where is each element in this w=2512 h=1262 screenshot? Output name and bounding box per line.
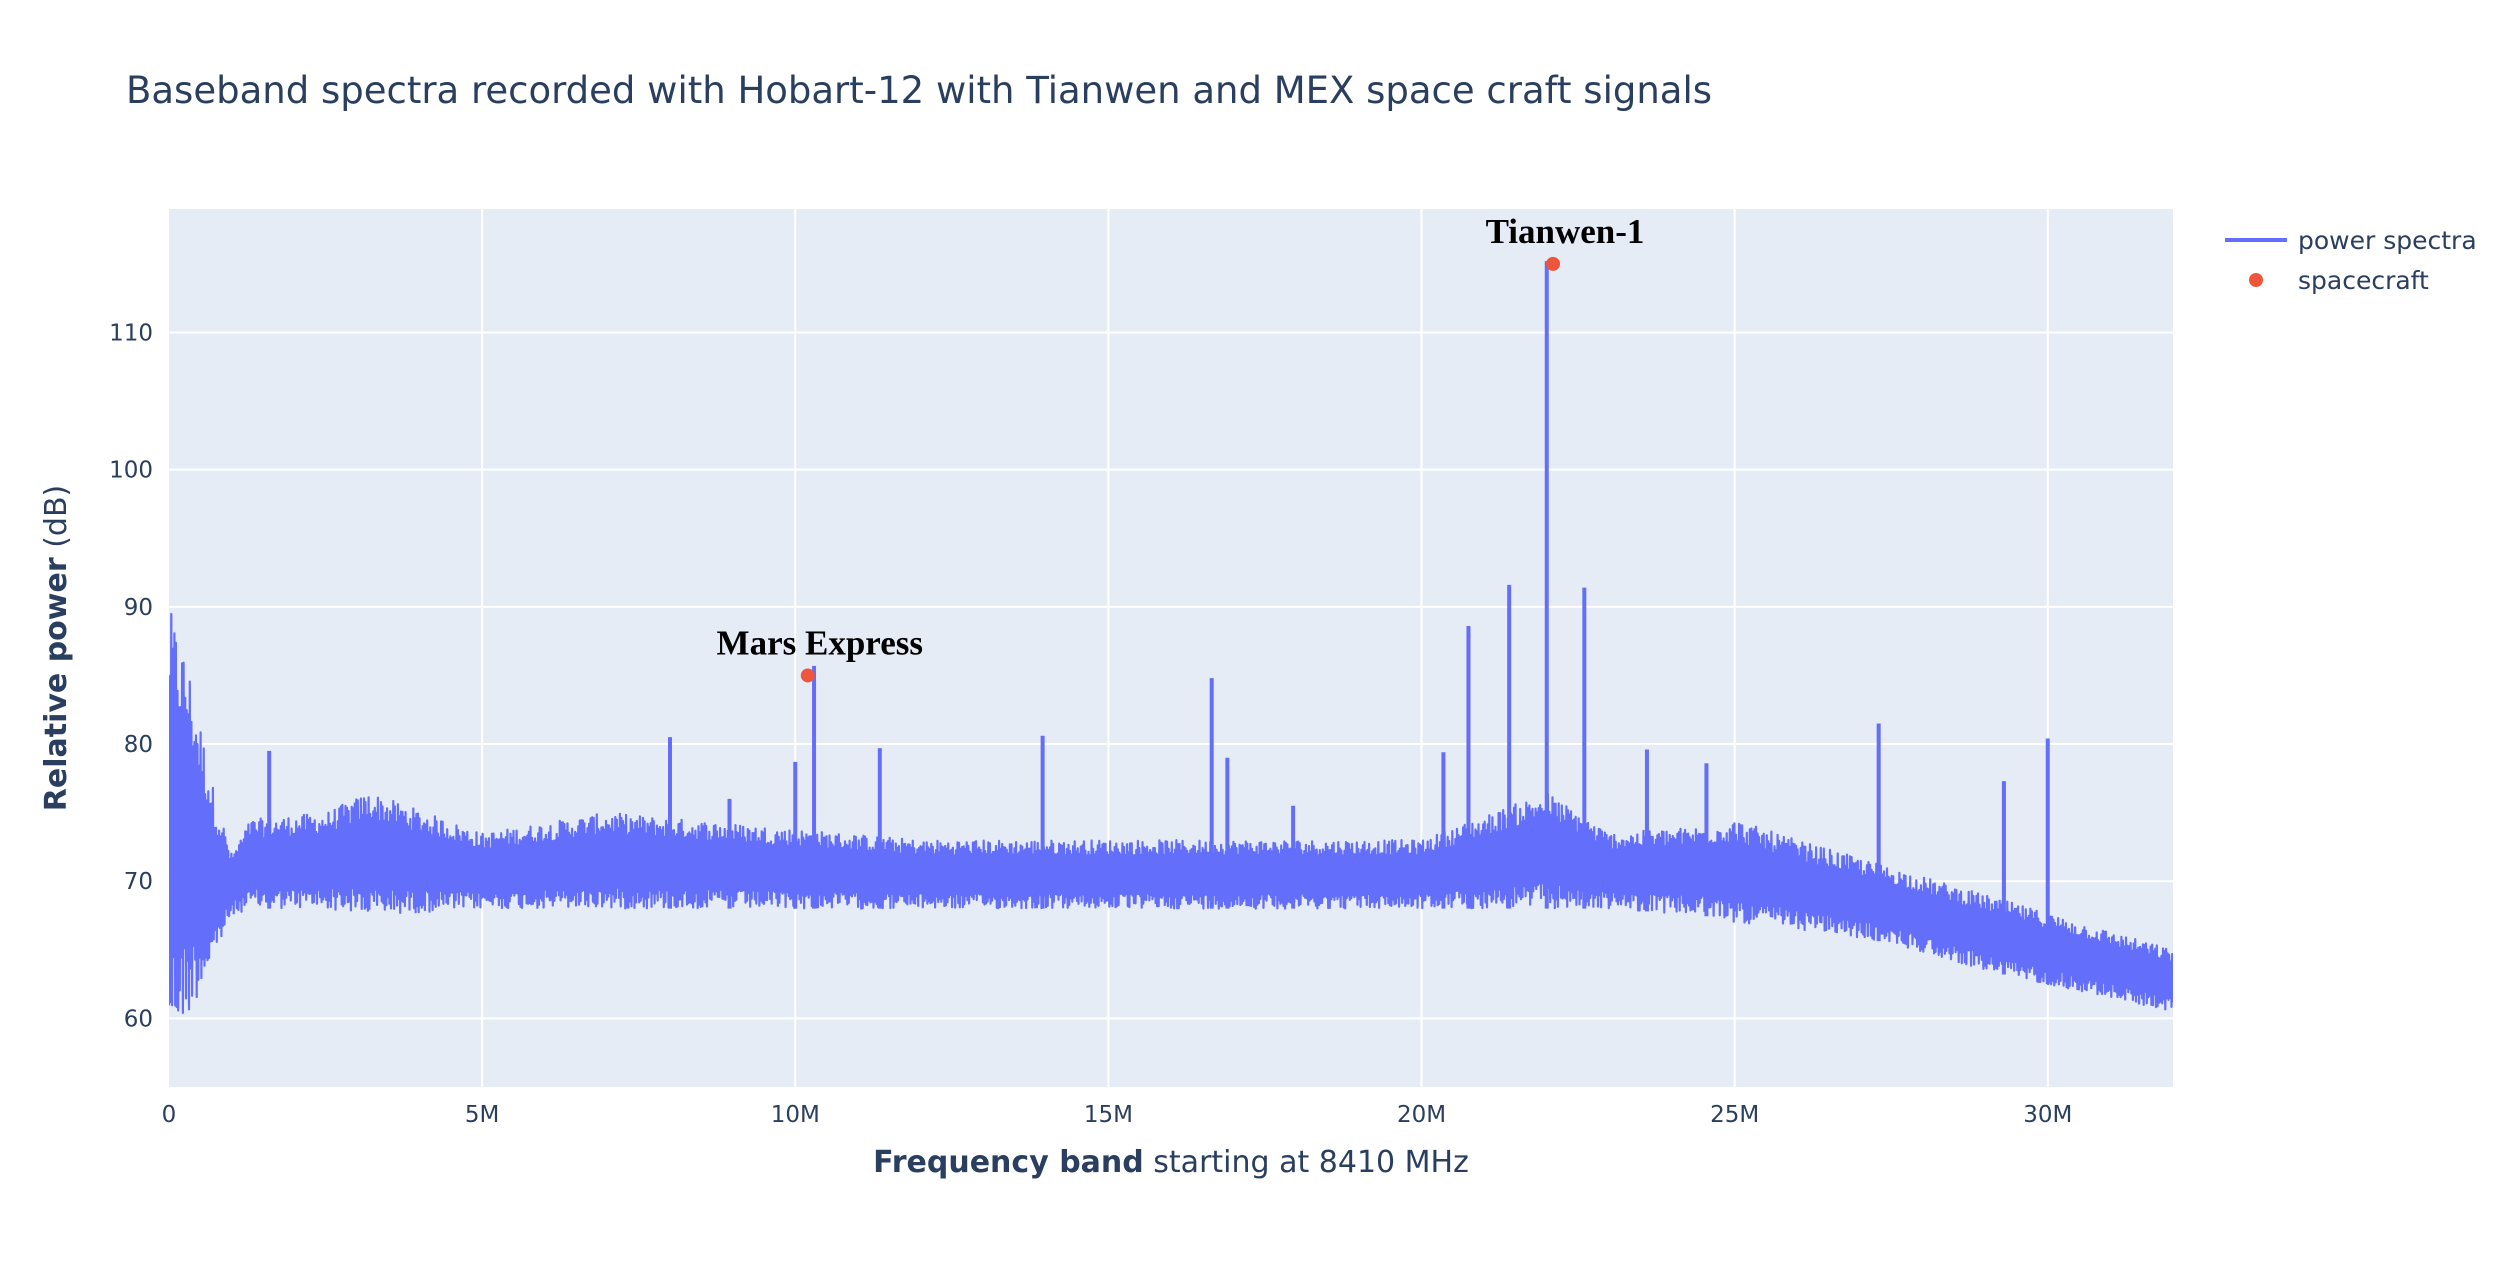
y-axis-title-bold: Relative power bbox=[39, 557, 74, 811]
x-tick-label: 0 bbox=[162, 1102, 177, 1128]
legend-label-power-spectra: power spectra bbox=[2298, 226, 2477, 255]
series-layer bbox=[169, 261, 2173, 1014]
spacecraft-annotation: Tianwen-1 bbox=[1486, 212, 1645, 251]
y-tick-label: 80 bbox=[124, 732, 153, 758]
spacecraft-point[interactable]: Mars Express bbox=[717, 623, 923, 683]
x-tick-label: 10M bbox=[771, 1102, 820, 1128]
y-gridlines bbox=[169, 331, 2173, 1020]
x-tick-label: 15M bbox=[1084, 1102, 1133, 1128]
legend-item-power-spectra[interactable]: power spectra bbox=[2225, 226, 2477, 255]
power-spectra-line bbox=[169, 612, 2173, 1014]
legend[interactable]: power spectra spacecraft bbox=[2225, 226, 2477, 295]
y-tick-label: 90 bbox=[124, 595, 153, 621]
y-tick-labels: 60 70 80 90 100 110 bbox=[109, 320, 153, 1032]
plot-area bbox=[169, 209, 2173, 1087]
legend-label-spacecraft: spacecraft bbox=[2298, 266, 2429, 295]
x-axis-title: Frequency band starting at 8410 MHz bbox=[873, 1145, 1469, 1180]
y-tick-label: 60 bbox=[124, 1006, 153, 1032]
y-axis-title-rest: (dB) bbox=[39, 485, 74, 558]
chart-title: Baseband spectra recorded with Hobart-12… bbox=[126, 69, 1712, 112]
spacecraft-marker[interactable] bbox=[1546, 256, 1561, 271]
x-gridlines bbox=[481, 209, 2049, 1087]
x-axis-title-rest: starting at 8410 MHz bbox=[1144, 1145, 1469, 1180]
y-tick-label: 110 bbox=[109, 320, 153, 346]
y-tick-label: 70 bbox=[124, 869, 153, 895]
spacecraft-marker[interactable] bbox=[800, 668, 815, 683]
legend-item-spacecraft[interactable]: spacecraft bbox=[2249, 266, 2429, 295]
y-tick-label: 100 bbox=[109, 458, 153, 484]
x-tick-label: 25M bbox=[1710, 1102, 1759, 1128]
legend-marker-swatch bbox=[2249, 273, 2263, 287]
x-tick-label: 5M bbox=[465, 1102, 499, 1128]
spacecraft-point[interactable]: Tianwen-1 bbox=[1486, 212, 1645, 271]
x-tick-labels: 0 5M 10M 15M 20M 25M 30M bbox=[162, 1102, 2073, 1128]
y-axis-title: Relative power (dB) bbox=[39, 485, 74, 811]
x-tick-label: 30M bbox=[2023, 1102, 2072, 1128]
x-tick-label: 20M bbox=[1397, 1102, 1446, 1128]
spacecraft-annotation: Mars Express bbox=[717, 623, 923, 662]
x-axis-title-bold: Frequency band bbox=[873, 1145, 1144, 1180]
